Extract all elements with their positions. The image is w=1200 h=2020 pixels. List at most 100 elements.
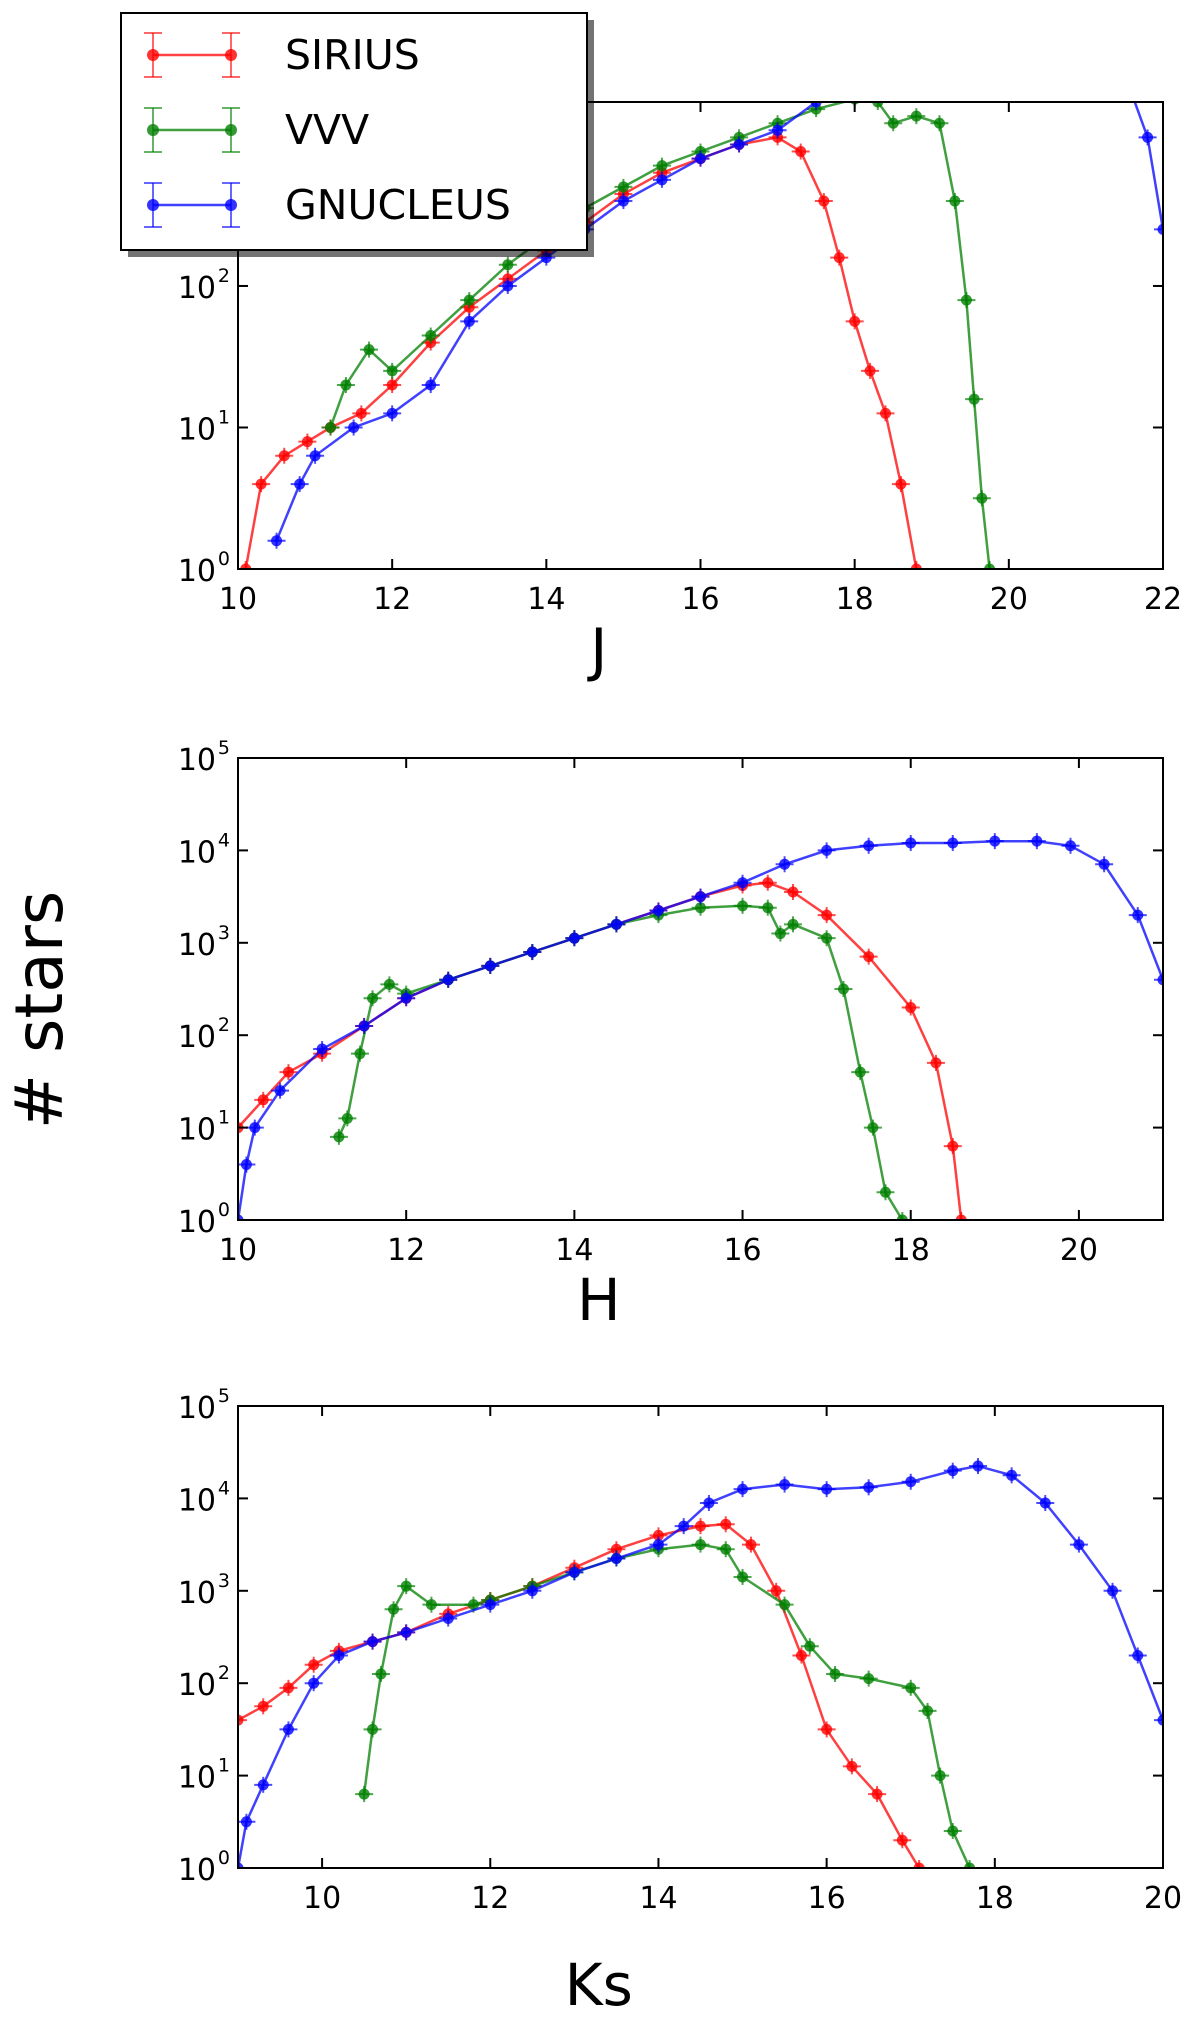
data-point — [363, 344, 375, 356]
data-point — [652, 904, 664, 916]
y-tick-exponent: 5 — [218, 1385, 230, 1407]
data-point — [896, 1834, 908, 1846]
data-point — [271, 535, 283, 547]
data-point — [984, 563, 996, 569]
data-point — [652, 1539, 664, 1551]
data-point — [308, 1677, 320, 1689]
data-point — [976, 492, 988, 504]
x-axis-label: Ks — [565, 1951, 633, 2019]
data-point — [910, 563, 922, 569]
data-point — [867, 1122, 879, 1134]
data-point — [400, 1580, 412, 1592]
data-point — [652, 1529, 664, 1541]
data-point — [1065, 840, 1076, 852]
data-point — [1132, 909, 1144, 921]
x-tick-label: 22 — [1144, 582, 1182, 617]
data-point — [779, 858, 791, 870]
data-point — [1006, 1469, 1018, 1481]
data-point — [972, 1460, 984, 1472]
data-point — [375, 1668, 387, 1680]
data-point — [864, 365, 876, 377]
data-point — [1119, 68, 1130, 79]
data-point — [568, 932, 580, 944]
y-tick-exponent: 0 — [218, 1847, 230, 1869]
data-point — [610, 1543, 622, 1555]
x-tick-label: 20 — [1144, 1881, 1182, 1916]
data-point — [968, 393, 980, 405]
data-point — [829, 1668, 841, 1680]
y-tick-label: 10 — [178, 1668, 216, 1703]
data-point — [526, 946, 538, 958]
data-point — [795, 146, 807, 158]
data-point — [526, 1585, 538, 1597]
series-vvv — [329, 897, 912, 1220]
data-point — [1003, 0, 1014, 1]
data-point — [745, 1539, 757, 1551]
data-point — [240, 563, 252, 569]
data-point — [787, 886, 799, 898]
data-point — [821, 932, 833, 944]
data-point — [934, 1770, 946, 1782]
plot-frame — [237, 757, 1164, 1221]
series-sirius — [238, 874, 971, 1220]
data-point — [274, 1085, 286, 1097]
data-point — [425, 1599, 437, 1611]
x-tick-label: 16 — [723, 1233, 761, 1268]
data-point — [1042, 0, 1053, 8]
data-point — [358, 1020, 370, 1032]
data-point — [502, 280, 514, 292]
data-point — [333, 1649, 345, 1661]
data-point — [1039, 1497, 1051, 1509]
data-point — [821, 844, 833, 856]
data-point — [695, 1520, 706, 1532]
data-point — [656, 160, 668, 172]
legend-entry-gnucleus: GNUCLEUS — [144, 181, 511, 229]
data-point — [849, 61, 860, 72]
y-tick-exponent: 3 — [218, 1570, 230, 1592]
data-point — [703, 1497, 715, 1509]
data-point — [947, 837, 959, 849]
data-point — [425, 379, 437, 391]
y-tick-exponent: 0 — [218, 548, 230, 570]
data-point — [795, 1649, 807, 1661]
data-point — [695, 891, 706, 903]
data-point — [355, 407, 367, 419]
data-point — [255, 478, 267, 490]
y-tick-exponent: 1 — [218, 1755, 230, 1777]
data-point — [762, 877, 774, 889]
data-point — [309, 450, 321, 462]
data-point — [301, 436, 313, 448]
data-point — [910, 110, 922, 122]
legend-entry-vvv: VVV — [144, 106, 369, 154]
data-point — [367, 992, 379, 1004]
y-tick-label: 10 — [178, 412, 216, 447]
x-tick-label: 14 — [527, 582, 565, 617]
data-point — [804, 1640, 816, 1652]
x-axis-label: J — [587, 616, 607, 684]
data-point — [863, 1673, 875, 1685]
x-tick-label: 10 — [219, 582, 257, 617]
data-point — [367, 1636, 379, 1648]
data-point — [341, 1112, 353, 1124]
data-point — [367, 1723, 379, 1735]
data-point — [282, 1066, 294, 1078]
data-point — [282, 1723, 294, 1735]
y-tick-exponent: 5 — [218, 737, 230, 759]
data-point — [1157, 223, 1163, 235]
data-point — [278, 450, 290, 462]
legend-entry-sirius: SIRIUS — [144, 31, 420, 79]
x-tick-label: 12 — [387, 1233, 425, 1268]
data-point — [238, 1714, 244, 1726]
data-point — [442, 1613, 454, 1625]
data-point — [872, 102, 884, 108]
data-point — [502, 259, 514, 271]
x-tick-label: 14 — [555, 1233, 593, 1268]
data-point — [484, 1599, 496, 1611]
data-point — [779, 1599, 791, 1611]
data-point — [762, 902, 774, 914]
data-point — [737, 1483, 749, 1495]
data-point — [358, 1788, 370, 1800]
data-point — [386, 407, 398, 419]
data-point — [733, 138, 745, 150]
data-point — [1080, 19, 1091, 30]
